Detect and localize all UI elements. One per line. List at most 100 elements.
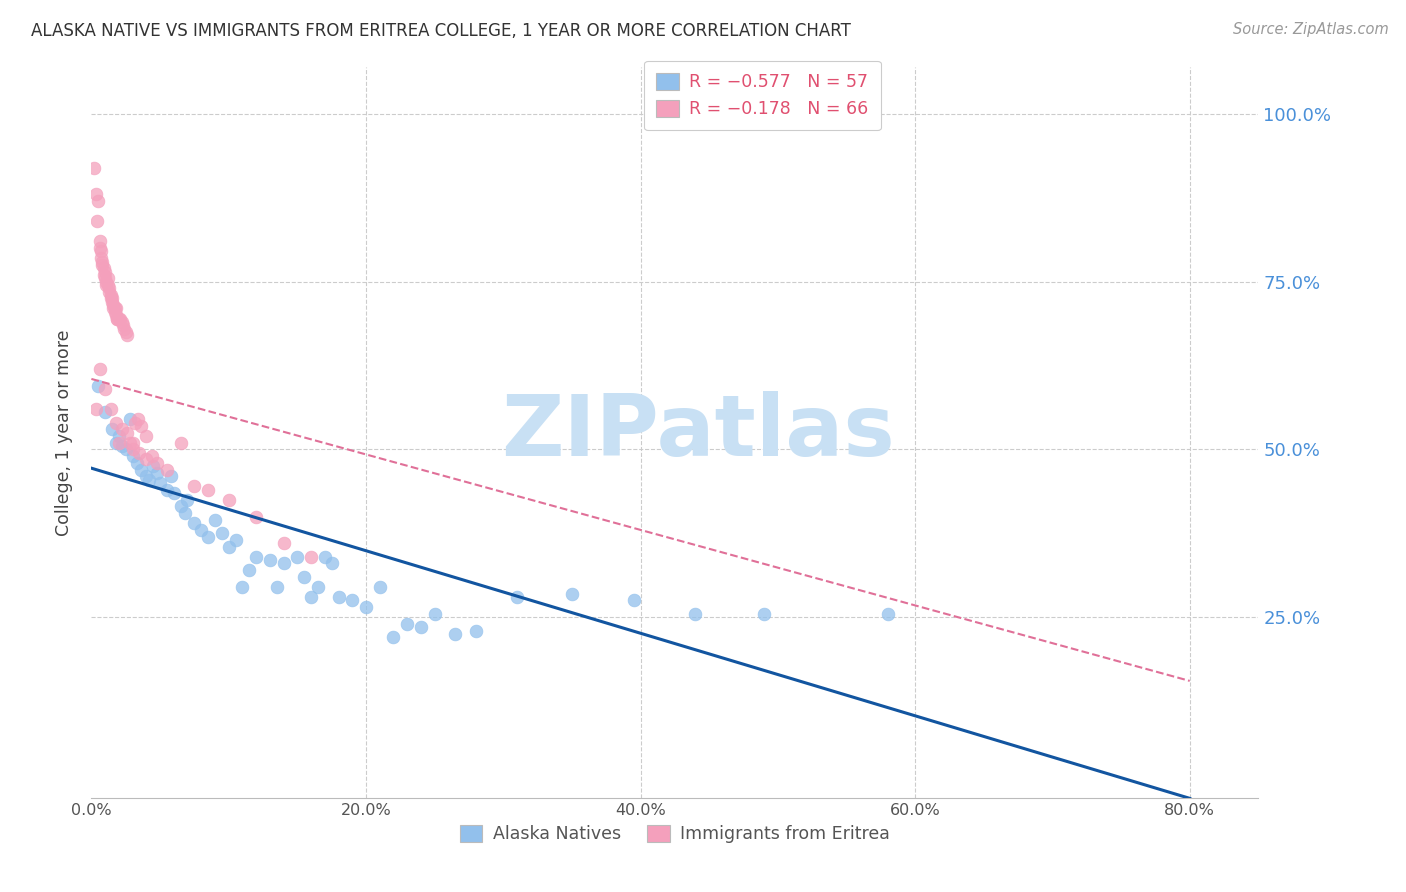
Point xyxy=(94,382,117,396)
Point xyxy=(156,462,179,476)
Point xyxy=(93,261,115,276)
Point xyxy=(190,523,212,537)
Point xyxy=(105,301,128,316)
Point xyxy=(105,416,128,430)
Point xyxy=(307,580,329,594)
Point xyxy=(160,469,183,483)
Point xyxy=(506,590,529,604)
Point xyxy=(84,187,107,202)
Point xyxy=(685,607,707,621)
Point xyxy=(135,469,157,483)
Point xyxy=(354,600,377,615)
Point xyxy=(103,301,125,316)
Point xyxy=(84,402,107,417)
Point xyxy=(91,254,114,268)
Point xyxy=(89,362,111,376)
Point xyxy=(285,549,308,564)
Point xyxy=(169,500,191,514)
Point xyxy=(299,549,322,564)
Point xyxy=(752,607,775,621)
Point xyxy=(396,616,419,631)
Legend: Alaska Natives, Immigrants from Eritrea: Alaska Natives, Immigrants from Eritrea xyxy=(447,813,903,855)
Point xyxy=(90,244,112,259)
Point xyxy=(110,311,132,326)
Point xyxy=(107,311,129,326)
Point xyxy=(149,475,172,490)
Point xyxy=(423,607,446,621)
Point xyxy=(114,442,136,457)
Point xyxy=(464,624,486,638)
Point xyxy=(173,506,195,520)
Point xyxy=(135,452,157,467)
Point xyxy=(127,412,149,426)
Point xyxy=(100,292,122,306)
Point xyxy=(111,318,134,333)
Point xyxy=(328,590,350,604)
Point xyxy=(197,530,219,544)
Point xyxy=(107,311,129,326)
Point xyxy=(141,449,163,463)
Point xyxy=(129,418,152,433)
Point xyxy=(121,442,143,457)
Point xyxy=(211,526,233,541)
Point xyxy=(91,258,114,272)
Point xyxy=(128,446,150,460)
Point xyxy=(103,298,125,312)
Point xyxy=(108,311,131,326)
Point xyxy=(110,315,132,329)
Point xyxy=(238,563,260,577)
Point xyxy=(125,456,148,470)
Point xyxy=(245,549,267,564)
Point xyxy=(409,620,432,634)
Point xyxy=(368,580,391,594)
Point xyxy=(90,251,112,265)
Point xyxy=(104,305,127,319)
Point xyxy=(96,275,118,289)
Point xyxy=(163,486,186,500)
Point xyxy=(97,277,120,292)
Point xyxy=(118,435,141,450)
Point xyxy=(89,235,111,249)
Point xyxy=(110,439,132,453)
Point xyxy=(292,570,315,584)
Point xyxy=(87,194,110,208)
Point xyxy=(86,214,108,228)
Point xyxy=(176,492,198,507)
Point xyxy=(218,540,240,554)
Point xyxy=(121,449,143,463)
Point xyxy=(342,593,364,607)
Point xyxy=(94,271,117,285)
Point xyxy=(314,549,336,564)
Point xyxy=(108,429,131,443)
Point xyxy=(115,328,138,343)
Point xyxy=(321,557,343,571)
Point xyxy=(204,513,226,527)
Point xyxy=(94,405,117,419)
Point xyxy=(98,281,121,295)
Point xyxy=(98,285,121,299)
Point xyxy=(100,288,122,302)
Point xyxy=(97,271,120,285)
Point xyxy=(114,325,136,339)
Text: ZIPatlas: ZIPatlas xyxy=(502,391,896,475)
Point xyxy=(135,429,157,443)
Point xyxy=(112,321,135,335)
Point xyxy=(100,402,122,417)
Point xyxy=(218,492,240,507)
Point xyxy=(115,425,138,440)
Point xyxy=(121,435,143,450)
Point xyxy=(83,161,105,175)
Point xyxy=(101,294,124,309)
Point xyxy=(93,268,115,282)
Point xyxy=(273,557,295,571)
Point xyxy=(876,607,898,621)
Point xyxy=(146,456,169,470)
Point xyxy=(299,590,322,604)
Point xyxy=(623,593,645,607)
Point xyxy=(129,462,152,476)
Point xyxy=(561,587,583,601)
Point xyxy=(105,435,128,450)
Point xyxy=(110,422,132,436)
Point xyxy=(142,459,165,474)
Point xyxy=(444,627,467,641)
